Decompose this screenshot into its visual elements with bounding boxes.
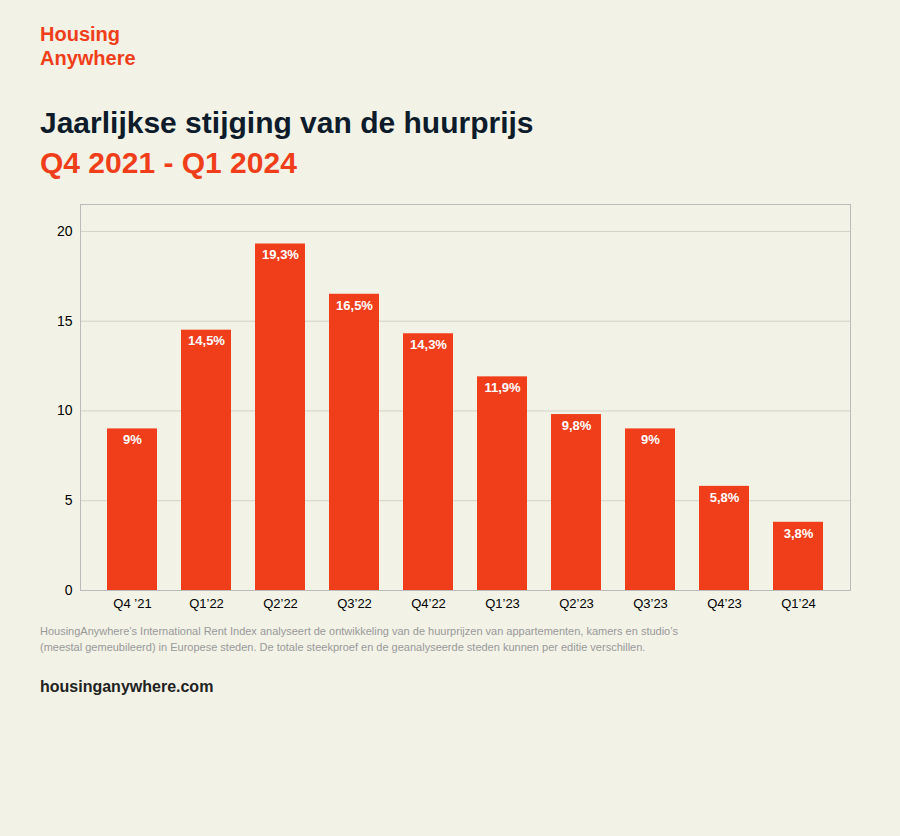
svg-text:14,3%: 14,3% xyxy=(410,337,447,352)
svg-text:19,3%: 19,3% xyxy=(262,247,299,262)
svg-text:Q4’22: Q4’22 xyxy=(411,596,446,611)
svg-text:20: 20 xyxy=(57,223,73,239)
svg-text:Q3’23: Q3’23 xyxy=(633,596,668,611)
svg-text:3,8%: 3,8% xyxy=(784,526,814,541)
svg-text:Q2’22: Q2’22 xyxy=(263,596,298,611)
svg-text:16,5%: 16,5% xyxy=(336,297,373,312)
svg-text:Q1’23: Q1’23 xyxy=(485,596,520,611)
svg-text:10: 10 xyxy=(57,402,73,418)
svg-text:Q4’23: Q4’23 xyxy=(707,596,742,611)
svg-text:5,8%: 5,8% xyxy=(710,490,740,505)
svg-text:Q1’22: Q1’22 xyxy=(189,596,224,611)
svg-text:14,5%: 14,5% xyxy=(188,333,225,348)
svg-text:11,9%: 11,9% xyxy=(484,380,521,395)
svg-text:9,8%: 9,8% xyxy=(562,418,592,433)
svg-text:Q3’22: Q3’22 xyxy=(337,596,372,611)
html-text:(meestal gemeubileerd) in Euro: (meestal gemeubileerd) in Europese stede… xyxy=(40,640,646,653)
svg-text:Q4 ’21: Q4 ’21 xyxy=(113,596,151,611)
svg-text:9%: 9% xyxy=(123,432,142,447)
svg-text:0: 0 xyxy=(65,582,73,598)
svg-text:Q2’23: Q2’23 xyxy=(559,596,594,611)
html-text:Housing: Housing xyxy=(40,23,120,45)
svg-text:9%: 9% xyxy=(641,432,660,447)
svg-text:5: 5 xyxy=(65,492,73,508)
html-text:HousingAnywhere’s Internationa: HousingAnywhere’s International Rent Ind… xyxy=(40,625,678,637)
html-text:Q4 2021 - Q1 2024: Q4 2021 - Q1 2024 xyxy=(40,146,297,179)
html-text:Anywhere: Anywhere xyxy=(40,47,136,69)
html-text:Jaarlijkse stijging van de huu: Jaarlijkse stijging van de huurprijs xyxy=(40,106,534,139)
svg-text:Q1’24: Q1’24 xyxy=(781,596,816,611)
svg-text:15: 15 xyxy=(57,313,73,329)
html-text:housinganywhere.com: housinganywhere.com xyxy=(40,677,214,695)
